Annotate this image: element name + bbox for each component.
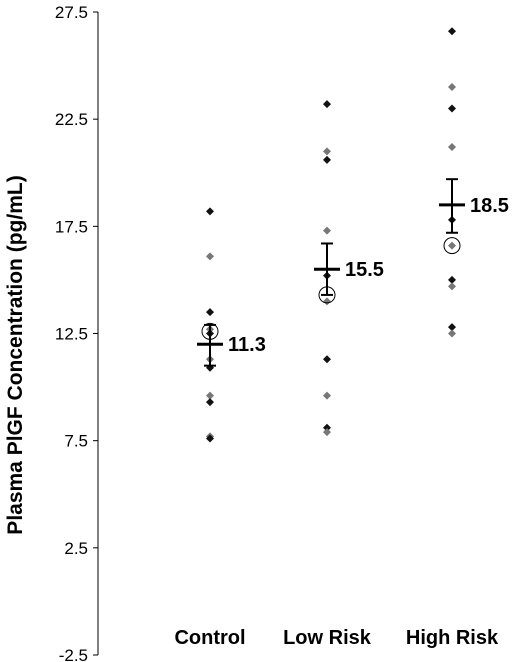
data-point <box>448 241 456 250</box>
y-ticks: -2.5 2.5 7.5 12.5 17.5 22.5 27.5 <box>55 3 98 662</box>
data-point <box>206 391 214 400</box>
y-tick-label: 2.5 <box>64 539 88 558</box>
data-point <box>206 308 214 317</box>
data-point <box>448 143 456 152</box>
data-point <box>323 297 331 306</box>
mean-label: 18.5 <box>470 195 509 217</box>
data-point <box>323 428 331 437</box>
category-label: Low Risk <box>283 627 372 649</box>
data-point <box>448 27 456 36</box>
mean-label: 11.3 <box>228 334 266 356</box>
data-point <box>323 355 331 364</box>
data-point <box>323 226 331 235</box>
data-point <box>323 147 331 156</box>
y-tick-label: 27.5 <box>55 3 88 22</box>
data-point <box>448 275 456 284</box>
data-point <box>206 398 214 407</box>
circled-point <box>443 237 461 255</box>
y-tick-label: 17.5 <box>55 217 88 236</box>
data-point <box>323 100 331 109</box>
y-axis-label-group: Plasma PlGF Concentration (pg/mL) <box>4 175 27 534</box>
mean-markers: 11.3 15.5 18.5 <box>197 178 509 367</box>
y-axis-label: Plasma PlGF Concentration (pg/mL) <box>4 175 27 534</box>
data-point <box>206 252 214 261</box>
category-labels: Control Low Risk High Risk <box>174 627 499 649</box>
data-point <box>448 282 456 291</box>
category-label: High Risk <box>406 627 499 649</box>
data-points <box>201 27 461 443</box>
data-point <box>206 434 214 443</box>
data-point <box>448 104 456 113</box>
y-tick-label: -2.5 <box>59 646 88 662</box>
y-tick-label: 7.5 <box>64 432 88 451</box>
data-point <box>448 323 456 332</box>
mean-label: 15.5 <box>345 259 384 281</box>
data-point <box>206 207 214 216</box>
data-point <box>323 423 331 432</box>
y-tick-label: 22.5 <box>55 110 88 129</box>
data-point <box>448 329 456 338</box>
data-point <box>323 155 331 164</box>
data-point <box>448 83 456 92</box>
category-label: Control <box>174 627 245 649</box>
data-point <box>323 391 331 400</box>
y-tick-label: 12.5 <box>55 325 88 344</box>
